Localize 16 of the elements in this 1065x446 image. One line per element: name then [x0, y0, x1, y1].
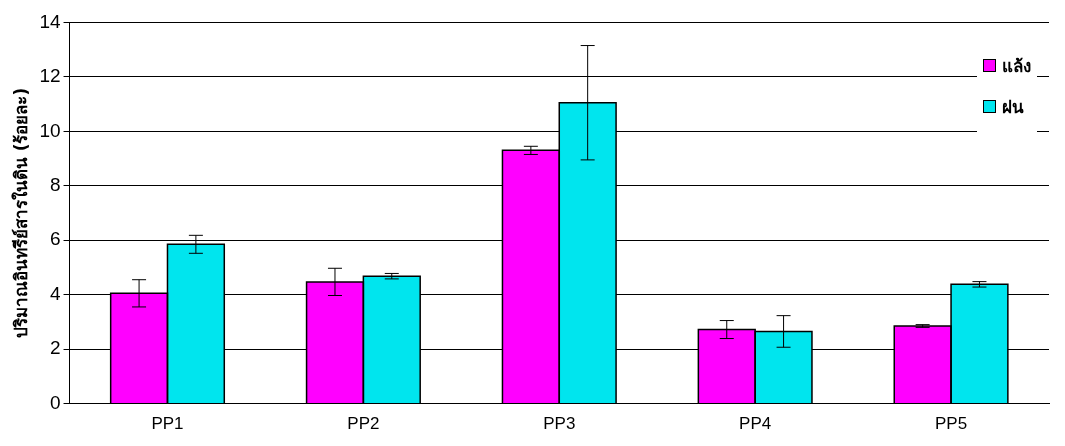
legend-label: แล้ง — [1002, 55, 1031, 78]
legend-label: ฝน — [1002, 96, 1024, 119]
y-tick-label: 12 — [39, 65, 61, 87]
y-tick-label: 4 — [49, 282, 61, 304]
y-tick-label: 8 — [49, 174, 61, 196]
x-tick-label: PP1 — [151, 414, 184, 434]
y-tick-label: 6 — [49, 228, 61, 250]
y-tick-label: 10 — [39, 119, 61, 141]
x-tick-label: PP5 — [934, 414, 968, 434]
x-tick-label: PP2 — [347, 414, 380, 434]
x-tick-label: PP4 — [739, 414, 772, 434]
x-tick-label: PP3 — [543, 414, 576, 434]
y-tick-label: 14 — [39, 10, 61, 32]
y-axis-title: ปริมาณอินทรีย์สารในดิน (ร้อยละ) — [10, 87, 31, 339]
y-tick-label: 2 — [49, 337, 61, 359]
y-tick-label: 0 — [49, 391, 61, 413]
